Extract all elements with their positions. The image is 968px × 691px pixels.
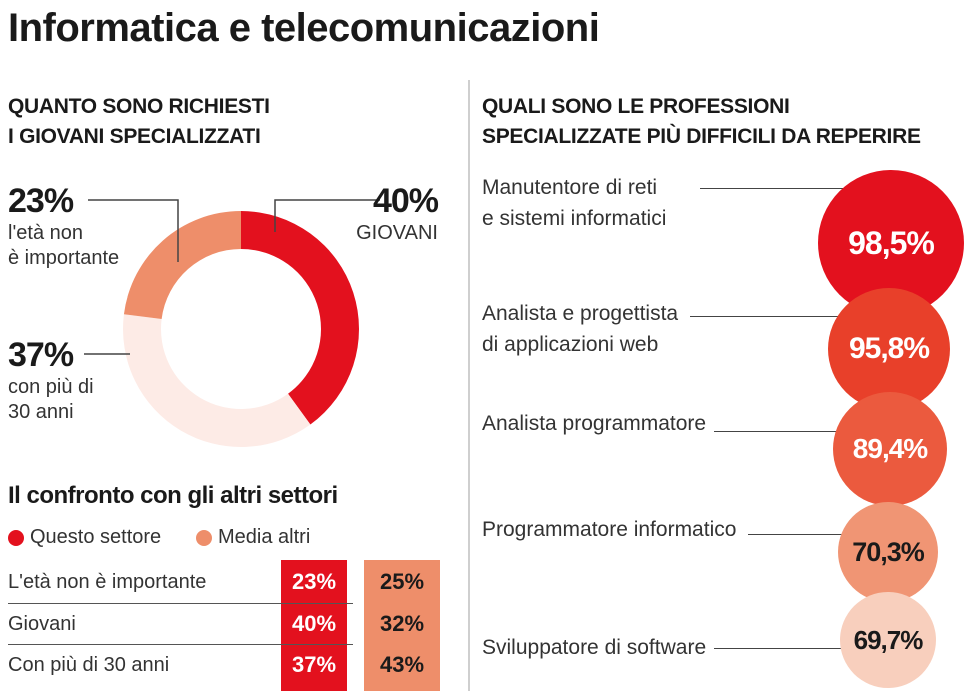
bubble: 69,7% bbox=[840, 592, 936, 688]
left-heading-line-2: I GIOVANI SPECIALIZZATI bbox=[8, 125, 261, 148]
page-title: Informatica e telecomunicazioni bbox=[8, 6, 600, 50]
profession-label: Analista programmatore bbox=[482, 408, 706, 439]
slice-desc-eta-2: è importante bbox=[8, 247, 120, 269]
column-divider bbox=[468, 80, 470, 691]
donut-slice-30anni bbox=[123, 314, 311, 448]
profession-label-line: Analista e progettista bbox=[482, 302, 679, 325]
donut-chart bbox=[84, 199, 380, 448]
slice-value-eta: 23% bbox=[8, 182, 74, 220]
legend-label-others: Media altri bbox=[218, 526, 311, 548]
leader-line bbox=[714, 648, 864, 649]
slice-desc-giovani: GIOVANI bbox=[356, 222, 438, 244]
right-section-heading: QUALI SONO LE PROFESSIONI SPECIALIZZATE … bbox=[482, 92, 962, 152]
slice-label-eta: 23% l'età non è importante bbox=[8, 182, 119, 271]
leader-line-giovani bbox=[274, 199, 380, 232]
legend-others: Media altri bbox=[196, 526, 310, 549]
profession-label-line: Analista programmatore bbox=[482, 412, 707, 435]
left-section-heading: QUANTO SONO RICHIESTI I GIOVANI SPECIALI… bbox=[8, 92, 428, 152]
profession-label: Sviluppatore di software bbox=[482, 632, 706, 663]
table-cell-this: 23% bbox=[282, 562, 346, 602]
legend-label-this: Questo settore bbox=[30, 526, 162, 548]
table-row-label: Con più di 30 anni bbox=[8, 654, 170, 676]
table-cell-other: 32% bbox=[370, 604, 434, 644]
table-row-divider bbox=[8, 644, 353, 645]
profession-label-line: Programmatore informatico bbox=[482, 518, 737, 541]
profession-label-line: Manutentore di reti bbox=[482, 176, 658, 199]
slice-value-30anni: 37% bbox=[8, 336, 74, 374]
table-cell-other: 43% bbox=[370, 645, 434, 685]
profession-label: Programmatore informatico bbox=[482, 514, 736, 545]
right-heading-line-2: SPECIALIZZATE PIÙ DIFFICILI DA REPERIRE bbox=[482, 125, 921, 148]
table-cell-this: 37% bbox=[282, 645, 346, 685]
slice-desc-30anni-2: 30 anni bbox=[8, 401, 74, 423]
slice-desc-eta-1: l'età non bbox=[8, 222, 83, 244]
right-heading-line-1: QUALI SONO LE PROFESSIONI bbox=[482, 95, 790, 118]
bubble-value: 95,8% bbox=[848, 332, 930, 365]
left-heading-line-1: QUANTO SONO RICHIESTI bbox=[8, 95, 270, 118]
profession-label-line: di applicazioni web bbox=[482, 333, 659, 356]
bubble-value: 98,5% bbox=[848, 224, 935, 261]
donut-slice-eta bbox=[123, 211, 241, 319]
slice-label-giovani: 40% GIOVANI bbox=[356, 182, 439, 246]
table-cell-other: 25% bbox=[370, 562, 434, 602]
comparison-title: Il confronto con gli altri settori bbox=[8, 482, 338, 509]
profession-label-line: Sviluppatore di software bbox=[482, 636, 707, 659]
leader-line bbox=[690, 316, 870, 317]
profession-label-line: e sistemi informatici bbox=[482, 207, 667, 230]
leader-line-eta bbox=[88, 199, 179, 262]
legend-this-sector: Questo settore bbox=[8, 526, 161, 549]
bubble: 95,8% bbox=[828, 288, 950, 410]
leader-line bbox=[748, 534, 868, 535]
table-row-divider bbox=[8, 603, 353, 604]
profession-label: Analista e progettista di applicazioni w… bbox=[482, 298, 678, 360]
legend-dot-orange bbox=[196, 529, 212, 546]
leader-line bbox=[714, 431, 864, 432]
legend-dot-red bbox=[8, 529, 24, 546]
slice-label-30anni: 37% con più di 30 anni bbox=[8, 336, 94, 425]
slice-desc-30anni-1: con più di bbox=[8, 376, 94, 398]
donut-slice-giovani bbox=[241, 211, 359, 425]
bubble: 89,4% bbox=[833, 392, 947, 506]
table-cell-this: 40% bbox=[282, 604, 346, 644]
bubble-value: 89,4% bbox=[852, 433, 928, 464]
slice-value-giovani: 40% bbox=[372, 182, 439, 220]
table-row-label: L'età non è importante bbox=[8, 571, 207, 593]
profession-label: Manutentore di reti e sistemi informatic… bbox=[482, 172, 666, 234]
bubble: 70,3% bbox=[838, 502, 938, 602]
table-row-label: Giovani bbox=[8, 613, 76, 635]
bubble-value: 69,7% bbox=[853, 624, 924, 655]
bubble-value: 70,3% bbox=[852, 536, 925, 567]
leader-line bbox=[700, 188, 860, 189]
